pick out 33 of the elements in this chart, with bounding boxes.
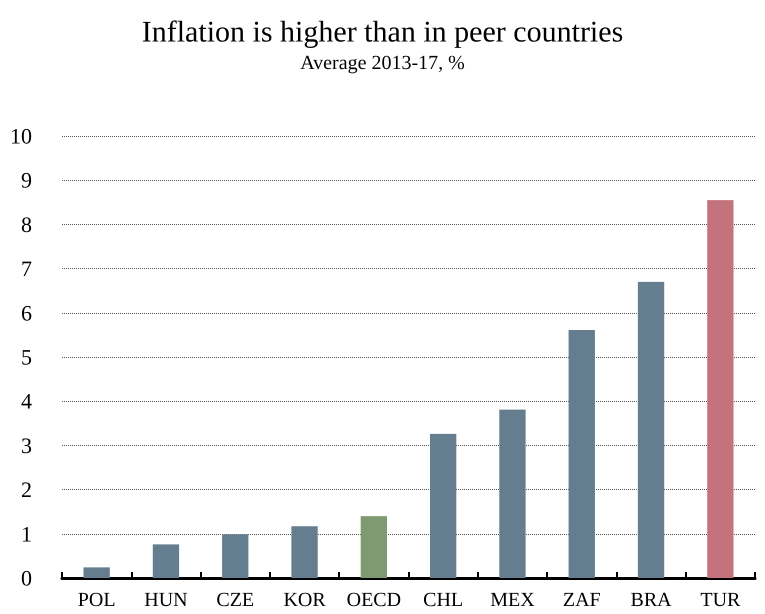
- y-tick-label: 3: [21, 432, 32, 458]
- bar: [291, 526, 318, 578]
- y-tick-label: 6: [21, 300, 32, 326]
- y-tick-label: 8: [21, 212, 32, 237]
- y-tick-label: 10: [10, 124, 32, 148]
- bar: [430, 434, 456, 578]
- bar: [707, 200, 734, 578]
- x-tick-label: TUR: [700, 589, 742, 611]
- x-tick-label: ZAF: [562, 589, 601, 611]
- x-tick-label: HUN: [144, 589, 188, 611]
- y-tick-label: 9: [21, 168, 32, 193]
- x-tick-label: CHL: [423, 589, 464, 611]
- chart-title: Inflation is higher than in peer countries: [142, 16, 624, 48]
- y-tick-label: 5: [21, 344, 32, 370]
- x-tick-label: MEX: [490, 589, 536, 611]
- bar: [83, 567, 110, 578]
- bar: [222, 534, 248, 578]
- y-tick-label: 4: [21, 388, 32, 414]
- bar: [568, 330, 595, 578]
- x-tick-label: BRA: [630, 589, 672, 611]
- x-tick-label: KOR: [283, 589, 326, 611]
- x-tick-label: CZE: [216, 589, 254, 611]
- bar: [499, 410, 526, 578]
- y-tick-label: 2: [21, 477, 32, 502]
- y-tick-label: 7: [21, 256, 32, 282]
- bar: [360, 516, 388, 578]
- x-tick-label: POL: [78, 589, 116, 611]
- x-tick-label: OECD: [346, 589, 402, 611]
- chart-subtitle: Average 2013-17, %: [300, 52, 465, 74]
- bar: [152, 544, 180, 578]
- bar: [638, 282, 664, 578]
- y-tick-label: 0: [21, 566, 32, 590]
- y-tick-label: 1: [21, 521, 32, 546]
